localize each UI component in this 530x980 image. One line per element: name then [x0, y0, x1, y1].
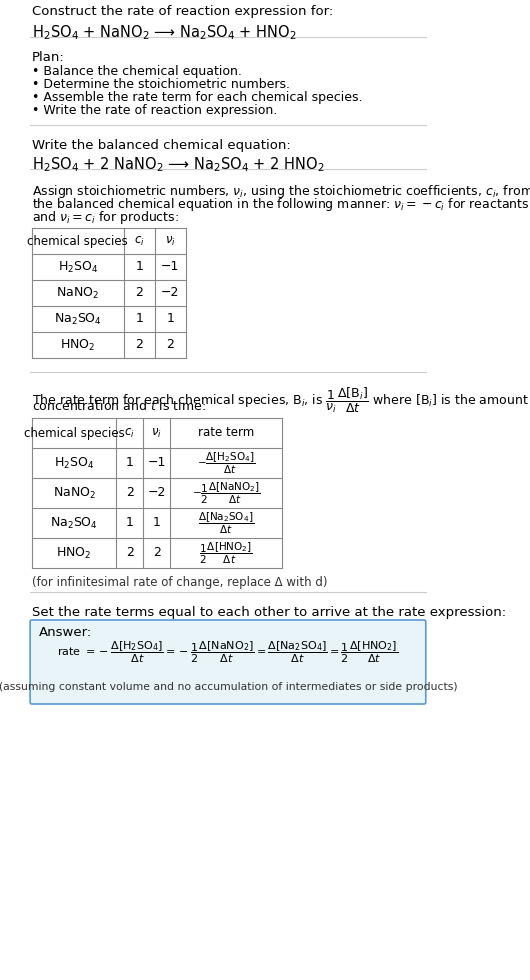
Text: The rate term for each chemical species, B$_i$, is $\dfrac{1}{\nu_i}\dfrac{\Delt: The rate term for each chemical species,…: [32, 386, 528, 416]
Text: $-\dfrac{\Delta[\mathrm{H_2SO_4}]}{\Delta t}$: $-\dfrac{\Delta[\mathrm{H_2SO_4}]}{\Delt…: [197, 451, 255, 475]
Text: $c_i$: $c_i$: [125, 426, 135, 440]
Text: $\nu_i$: $\nu_i$: [165, 234, 175, 248]
Text: $\nu_i$: $\nu_i$: [152, 426, 162, 440]
Text: the balanced chemical equation in the following manner: $\nu_i = -c_i$ for react: the balanced chemical equation in the fo…: [32, 196, 529, 213]
Text: 1: 1: [166, 313, 174, 325]
Text: rate $= -\dfrac{\Delta[\mathrm{H_2SO_4}]}{\Delta t}= -\dfrac{1}{2}\dfrac{\Delta[: rate $= -\dfrac{\Delta[\mathrm{H_2SO_4}]…: [57, 639, 399, 664]
Text: $-\dfrac{1}{2}\dfrac{\Delta[\mathrm{NaNO_2}]}{\Delta t}$: $-\dfrac{1}{2}\dfrac{\Delta[\mathrm{NaNO…: [191, 480, 260, 506]
Text: H$_2$SO$_4$: H$_2$SO$_4$: [54, 456, 94, 470]
Text: HNO$_2$: HNO$_2$: [56, 546, 92, 561]
Text: −2: −2: [161, 286, 179, 300]
Text: 2: 2: [126, 547, 134, 560]
Text: HNO$_2$: HNO$_2$: [60, 337, 95, 353]
Text: 2: 2: [136, 286, 143, 300]
Text: H$_2$SO$_4$ + NaNO$_2$ ⟶ Na$_2$SO$_4$ + HNO$_2$: H$_2$SO$_4$ + NaNO$_2$ ⟶ Na$_2$SO$_4$ + …: [32, 23, 296, 42]
Text: 2: 2: [126, 486, 134, 500]
FancyBboxPatch shape: [30, 620, 426, 704]
Text: H$_2$SO$_4$: H$_2$SO$_4$: [58, 260, 98, 274]
Text: 2: 2: [153, 547, 161, 560]
Text: Plan:: Plan:: [32, 51, 64, 64]
Text: Write the balanced chemical equation:: Write the balanced chemical equation:: [32, 139, 290, 152]
Text: concentration and $t$ is time:: concentration and $t$ is time:: [32, 399, 206, 413]
Text: Answer:: Answer:: [39, 626, 93, 639]
Text: • Determine the stoichiometric numbers.: • Determine the stoichiometric numbers.: [32, 78, 289, 91]
Text: (for infinitesimal rate of change, replace Δ with d): (for infinitesimal rate of change, repla…: [32, 576, 327, 589]
Text: and $\nu_i = c_i$ for products:: and $\nu_i = c_i$ for products:: [32, 209, 179, 226]
Text: Assign stoichiometric numbers, $\nu_i$, using the stoichiometric coefficients, $: Assign stoichiometric numbers, $\nu_i$, …: [32, 183, 530, 200]
Text: $\dfrac{\Delta[\mathrm{Na_2SO_4}]}{\Delta t}$: $\dfrac{\Delta[\mathrm{Na_2SO_4}]}{\Delt…: [198, 511, 254, 536]
Text: 1: 1: [136, 313, 143, 325]
Text: Na$_2$SO$_4$: Na$_2$SO$_4$: [54, 312, 102, 326]
Text: chemical species: chemical species: [24, 426, 125, 439]
Text: • Balance the chemical equation.: • Balance the chemical equation.: [32, 65, 242, 78]
Text: NaNO$_2$: NaNO$_2$: [56, 285, 99, 301]
Text: 2: 2: [166, 338, 174, 352]
Text: • Assemble the rate term for each chemical species.: • Assemble the rate term for each chemic…: [32, 91, 362, 104]
Text: rate term: rate term: [198, 426, 254, 439]
Text: 1: 1: [126, 457, 134, 469]
Text: Set the rate terms equal to each other to arrive at the rate expression:: Set the rate terms equal to each other t…: [32, 606, 506, 619]
Text: H$_2$SO$_4$ + 2 NaNO$_2$ ⟶ Na$_2$SO$_4$ + 2 HNO$_2$: H$_2$SO$_4$ + 2 NaNO$_2$ ⟶ Na$_2$SO$_4$ …: [32, 155, 324, 173]
Text: Na$_2$SO$_4$: Na$_2$SO$_4$: [50, 515, 98, 530]
Text: Construct the rate of reaction expression for:: Construct the rate of reaction expressio…: [32, 5, 333, 18]
Text: −2: −2: [147, 486, 166, 500]
Text: (assuming constant volume and no accumulation of intermediates or side products): (assuming constant volume and no accumul…: [0, 682, 457, 692]
Text: 1: 1: [153, 516, 161, 529]
Text: −1: −1: [161, 261, 179, 273]
Text: $\dfrac{1}{2}\dfrac{\Delta[\mathrm{HNO_2}]}{\Delta t}$: $\dfrac{1}{2}\dfrac{\Delta[\mathrm{HNO_2…: [199, 540, 253, 565]
Text: 1: 1: [126, 516, 134, 529]
Text: NaNO$_2$: NaNO$_2$: [52, 485, 95, 501]
Text: • Write the rate of reaction expression.: • Write the rate of reaction expression.: [32, 104, 277, 117]
Text: 2: 2: [136, 338, 143, 352]
Text: −1: −1: [147, 457, 166, 469]
Text: chemical species: chemical species: [28, 234, 128, 248]
Text: 1: 1: [136, 261, 143, 273]
Text: $c_i$: $c_i$: [134, 234, 145, 248]
